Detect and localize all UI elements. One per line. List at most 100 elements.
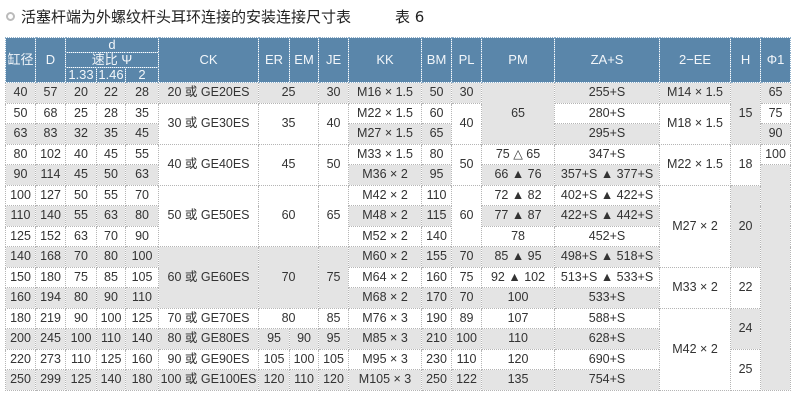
table-cell: 60: [451, 184, 483, 247]
table-row: 110 140 55 63 80 M48 × 2 115 77 ▲ 87 422+S ▲ 442…: [5, 205, 791, 227]
table-cell: 219: [35, 307, 66, 329]
table-cell: M52 × 2: [348, 225, 423, 247]
table-cell: 30 或 GE30ES: [158, 102, 260, 145]
header-PM: PM: [481, 37, 556, 83]
header-ratio-1: 1.33: [65, 67, 97, 83]
table-cell: 80: [124, 205, 160, 227]
table-cell: 15: [730, 82, 762, 145]
table-cell: 85: [318, 307, 350, 329]
table-cell: 68: [35, 102, 66, 124]
table-row: 220 273 110 125 160 90 或 GE90ES 105 100 105 M95 ×…: [5, 348, 791, 391]
table-row: 90 114 45 50 63 M36 × 2 95 66 ▲ 76 357+S ▲ 377+S: [5, 164, 792, 391]
table-cell: M27 × 2: [659, 184, 732, 268]
table-cell: 120: [318, 369, 350, 391]
table-cell: 45: [124, 123, 160, 145]
header-d: d: [64, 37, 160, 53]
table-cell: M68 × 2: [348, 287, 423, 309]
table-cell: M64 × 2: [348, 266, 423, 288]
table-cell: 65: [318, 184, 350, 247]
table-cell: 125: [5, 225, 36, 247]
circle-bullet-icon: [6, 12, 15, 21]
table-cell: 95: [421, 164, 453, 186]
table-cell: 155: [421, 246, 453, 268]
table-row: 140 168 70 80 100 60 或 GE60ES 70 75 M60 × 2 155 70…: [5, 246, 791, 309]
table-cell: 125: [65, 369, 97, 391]
table-cell: 89: [451, 307, 483, 329]
table-cell: 35: [96, 123, 126, 145]
table-cell: 140: [124, 328, 160, 350]
table-header: 缸径 D d CK ER EM JE KK BM PL PM ZA+S 2−EE…: [5, 37, 792, 83]
table-cell: 63: [65, 225, 97, 247]
table-cell: 347+S: [554, 143, 661, 165]
table-row: 150 180 75 85 105 M64 × 2 160 75 92 ▲ 102 513+S ▲…: [5, 266, 791, 309]
table-row: 50 68 25 28 35 30 或 GE30ES 35 40 M22 × 1.5 60 40 28…: [5, 102, 792, 145]
table-cell: 194: [35, 287, 66, 309]
table-cell: 107: [481, 307, 556, 329]
table-cell: M85 × 3: [348, 328, 423, 350]
table-cell: 70: [96, 225, 126, 247]
table-row: 250 299 125 140 180 100 或 GE100ES 120 110 120 M10…: [5, 369, 791, 391]
table-cell: 75: [318, 246, 350, 309]
table-cell: 28: [124, 82, 160, 104]
table-cell: 75: [760, 102, 792, 124]
table-cell: 200: [5, 328, 36, 350]
table-cell: 110: [481, 328, 556, 350]
table-cell: 35: [124, 102, 160, 124]
table-cell: 60: [421, 102, 453, 124]
header-H: H: [730, 37, 762, 83]
table-cell: M33 × 2: [659, 266, 732, 309]
table-cell: 402+S ▲ 422+S: [554, 184, 661, 206]
header-2EE: 2−EE: [659, 37, 732, 83]
table-number: 表 6: [395, 8, 425, 26]
table-cell: M27 × 1.5: [348, 123, 423, 145]
table-cell: 20: [730, 184, 762, 268]
table-row: 100 127 50 55 70 50 或 GE50ES 60 65 M42 × 2 110 60 7…: [5, 184, 791, 268]
table-cell: 45: [258, 143, 320, 186]
table-cell: 100: [481, 287, 556, 309]
table-cell: 180: [5, 307, 36, 329]
header-ratio-3: 2: [124, 67, 160, 83]
table-cell: 90: [96, 287, 126, 309]
table-cell: 160: [421, 266, 453, 288]
table-cell: M14 × 1.5: [659, 82, 732, 104]
table-cell: 105: [318, 348, 350, 370]
table-cell: 100: [65, 328, 97, 350]
table-cell: 422+S ▲ 442+S: [554, 205, 661, 227]
table-body: 40 57 20 22 28 20 或 GE20ES 25 30 M16 × 1.5 50 30 65…: [5, 82, 792, 391]
title-text: 活塞杆端为外螺纹杆头耳环连接的安装连接尺寸表: [21, 8, 352, 26]
table-cell: 40: [318, 102, 350, 145]
table-cell: 70: [451, 246, 483, 268]
table-cell: 70: [451, 287, 483, 309]
table-cell: 115: [421, 205, 453, 227]
table-cell: 95: [318, 328, 350, 350]
table-cell: 280+S: [554, 102, 661, 124]
table-cell: 90: [124, 225, 160, 247]
table-cell: 100 或 GE100ES: [158, 369, 260, 391]
table-cell: M33 × 1.5: [348, 143, 423, 165]
table-cell: 63: [124, 164, 160, 186]
table-cell: 210: [421, 328, 453, 350]
table-cell: 70: [65, 246, 97, 268]
table-cell: 30: [451, 82, 483, 104]
table-cell: 65: [421, 123, 453, 145]
header-phi1: Φ1: [760, 37, 792, 83]
table-cell: 122: [451, 369, 483, 391]
table-cell: 255+S: [554, 82, 661, 104]
table-cell: 20: [65, 82, 97, 104]
table-cell: 168: [35, 246, 66, 268]
table-cell: 110: [65, 348, 97, 370]
table-cell: 80: [65, 287, 97, 309]
table-cell: 32: [65, 123, 97, 145]
table-cell: 40 或 GE40ES: [158, 143, 260, 186]
table-cell: 83: [35, 123, 66, 145]
table-cell: 100: [289, 348, 320, 370]
header-JE: JE: [318, 37, 350, 83]
table-cell: 140: [421, 225, 453, 247]
table-cell: 357+S ▲ 377+S: [554, 164, 661, 186]
table-cell: 28: [96, 102, 126, 124]
table-cell: 77 ▲ 87: [481, 205, 556, 227]
table-cell: 40: [65, 143, 97, 165]
table-cell: 105: [124, 266, 160, 288]
table-cell: 25: [258, 82, 320, 104]
table-cell: 125: [124, 307, 160, 329]
